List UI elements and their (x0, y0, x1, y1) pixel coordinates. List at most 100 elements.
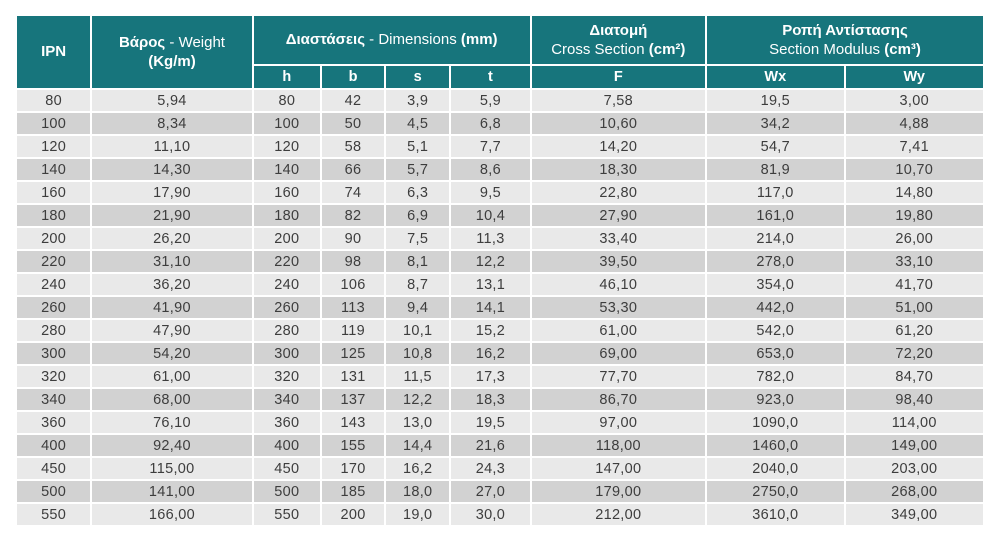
table-cell: 442,0 (707, 297, 844, 318)
table-cell: 61,00 (92, 366, 252, 387)
table-cell: 12,2 (451, 251, 530, 272)
table-cell: 18,3 (451, 389, 530, 410)
table-cell: 450 (253, 458, 320, 479)
table-cell: 131 (321, 366, 385, 387)
table-cell: 400 (17, 435, 91, 456)
table-cell: 120 (253, 136, 320, 157)
table-cell: 33,10 (845, 251, 983, 272)
table-cell: 100 (17, 113, 91, 134)
table-cell: 66 (321, 159, 385, 180)
table-cell: 82 (321, 205, 385, 226)
table-cell: 61,00 (531, 320, 706, 341)
table-cell: 923,0 (707, 389, 844, 410)
table-cell: 260 (253, 297, 320, 318)
table-cell: 61,20 (845, 320, 983, 341)
table-cell: 117,0 (707, 182, 844, 203)
weight-label-english: - Weight (165, 33, 225, 51)
table-row: 500 141,00 500 185 18,0 27,0 179,00 2750,0 268,0… (17, 481, 983, 502)
table-row: 140 14,30 140 66 5,7 8,6 18,30 81,9 10,70 (17, 159, 983, 180)
table-cell: 18,0 (386, 481, 450, 502)
table-cell: 9,4 (386, 297, 450, 318)
table-cell: 21,90 (92, 205, 252, 226)
table-cell: 278,0 (707, 251, 844, 272)
table-cell: 15,2 (451, 320, 530, 341)
table-cell: 10,8 (386, 343, 450, 364)
cross-section-label-greek: Διατομή (589, 21, 648, 39)
table-cell: 19,0 (386, 504, 450, 525)
table-cell: 160 (253, 182, 320, 203)
table-cell: 16,2 (451, 343, 530, 364)
table-cell: 268,00 (845, 481, 983, 502)
table-cell: 320 (253, 366, 320, 387)
table-cell: 120 (17, 136, 91, 157)
table-cell: 200 (321, 504, 385, 525)
table-row: 100 8,34 100 50 4,5 6,8 10,60 34,2 4,88 (17, 113, 983, 134)
table-cell: 74 (321, 182, 385, 203)
table-cell: 113 (321, 297, 385, 318)
table-row: 240 36,20 240 106 8,7 13,1 46,10 354,0 41,70 (17, 274, 983, 295)
table-cell: 7,5 (386, 228, 450, 249)
table-cell: 17,90 (92, 182, 252, 203)
table-cell: 4,5 (386, 113, 450, 134)
table-cell: 8,34 (92, 113, 252, 134)
weight-label-greek: Βάρος (118, 33, 166, 51)
col-header-dimensions: Διαστάσεις - Dimensions (mm) (253, 16, 530, 64)
table-cell: 7,7 (451, 136, 530, 157)
table-cell: 114,00 (845, 412, 983, 433)
table-cell: 166,00 (92, 504, 252, 525)
table-cell: 31,10 (92, 251, 252, 272)
weight-unit: (Kg/m) (148, 53, 196, 70)
table-cell: 10,1 (386, 320, 450, 341)
cross-section-unit: (cm²) (648, 41, 686, 58)
table-cell: 141,00 (92, 481, 252, 502)
table-cell: 80 (17, 90, 91, 111)
table-cell: 3,9 (386, 90, 450, 111)
table-header: IPN Βάρος - Weight (Kg/m) Διαστάσεις - D… (17, 16, 983, 88)
table-cell: 24,3 (451, 458, 530, 479)
table-cell: 119 (321, 320, 385, 341)
col-header-wy: Wy (845, 66, 983, 88)
table-row: 120 11,10 120 58 5,1 7,7 14,20 54,7 7,41 (17, 136, 983, 157)
table-cell: 340 (17, 389, 91, 410)
table-row: 220 31,10 220 98 8,1 12,2 39,50 278,0 33,10 (17, 251, 983, 272)
table-cell: 5,9 (451, 90, 530, 111)
table-cell: 26,20 (92, 228, 252, 249)
table-cell: 14,80 (845, 182, 983, 203)
table-cell: 782,0 (707, 366, 844, 387)
col-header-ipn: IPN (17, 16, 91, 88)
table-cell: 13,1 (451, 274, 530, 295)
table-cell: 11,5 (386, 366, 450, 387)
table-cell: 354,0 (707, 274, 844, 295)
table-cell: 240 (17, 274, 91, 295)
header-sub-row: h b s t F Wx Wy (17, 66, 983, 88)
table-cell: 9,5 (451, 182, 530, 203)
table-cell: 30,0 (451, 504, 530, 525)
table-cell: 13,0 (386, 412, 450, 433)
ipn-label: IPN (41, 43, 67, 61)
table-cell: 300 (17, 343, 91, 364)
table-cell: 8,1 (386, 251, 450, 272)
table-cell: 180 (253, 205, 320, 226)
table-cell: 27,0 (451, 481, 530, 502)
table-row: 200 26,20 200 90 7,5 11,3 33,40 214,0 26,00 (17, 228, 983, 249)
table-cell: 3610,0 (707, 504, 844, 525)
table-cell: 653,0 (707, 343, 844, 364)
table-cell: 41,70 (845, 274, 983, 295)
table-cell: 140 (17, 159, 91, 180)
table-cell: 21,6 (451, 435, 530, 456)
ipn-specs-table: IPN Βάρος - Weight (Kg/m) Διαστάσεις - D… (15, 14, 985, 527)
table-cell: 7,41 (845, 136, 983, 157)
table-cell: 106 (321, 274, 385, 295)
table-cell: 6,8 (451, 113, 530, 134)
table-cell: 50 (321, 113, 385, 134)
col-header-weight: Βάρος - Weight (Kg/m) (92, 16, 252, 88)
table-cell: 500 (253, 481, 320, 502)
table-cell: 81,9 (707, 159, 844, 180)
table-cell: 19,5 (451, 412, 530, 433)
table-cell: 19,5 (707, 90, 844, 111)
table-cell: 170 (321, 458, 385, 479)
table-row: 360 76,10 360 143 13,0 19,5 97,00 1090,0 114,00 (17, 412, 983, 433)
table-cell: 46,10 (531, 274, 706, 295)
table-cell: 18,30 (531, 159, 706, 180)
table-cell: 137 (321, 389, 385, 410)
